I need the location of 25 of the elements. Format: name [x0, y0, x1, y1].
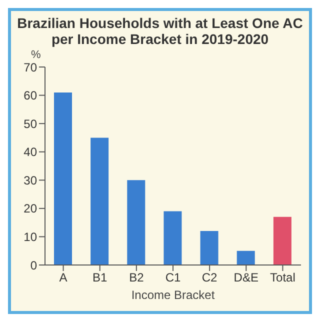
y-tick-label: 60 — [24, 88, 38, 103]
x-tick-label: C2 — [202, 270, 218, 285]
y-tick-label: 40 — [24, 145, 38, 160]
bar — [54, 92, 72, 265]
bar — [164, 211, 182, 265]
x-tick-label: B2 — [129, 270, 144, 285]
x-tick-label: Total — [270, 270, 296, 285]
bar — [90, 138, 109, 265]
y-tick-label: 10 — [24, 230, 38, 244]
bar — [236, 250, 255, 265]
x-tick-label: B1 — [92, 270, 108, 285]
y-tick-label: 70 — [24, 60, 38, 74]
x-tick-label: C1 — [165, 270, 181, 285]
y-tick-label: 30 — [24, 173, 38, 188]
bar — [127, 180, 146, 265]
bar — [273, 216, 292, 265]
y-axis-title: % — [31, 49, 41, 61]
x-tick-label: A — [59, 270, 68, 285]
chart-title: Brazilian Households with at Least One AC per Income Bracket in 2019-2020 — [16, 14, 304, 47]
bar — [200, 231, 218, 265]
x-axis-title: Income Bracket — [131, 288, 216, 302]
y-tick-label: 0 — [30, 258, 38, 272]
y-tick-label: 20 — [24, 202, 38, 216]
y-tick-label: 50 — [24, 116, 38, 131]
x-tick-label: D&E — [234, 270, 258, 285]
